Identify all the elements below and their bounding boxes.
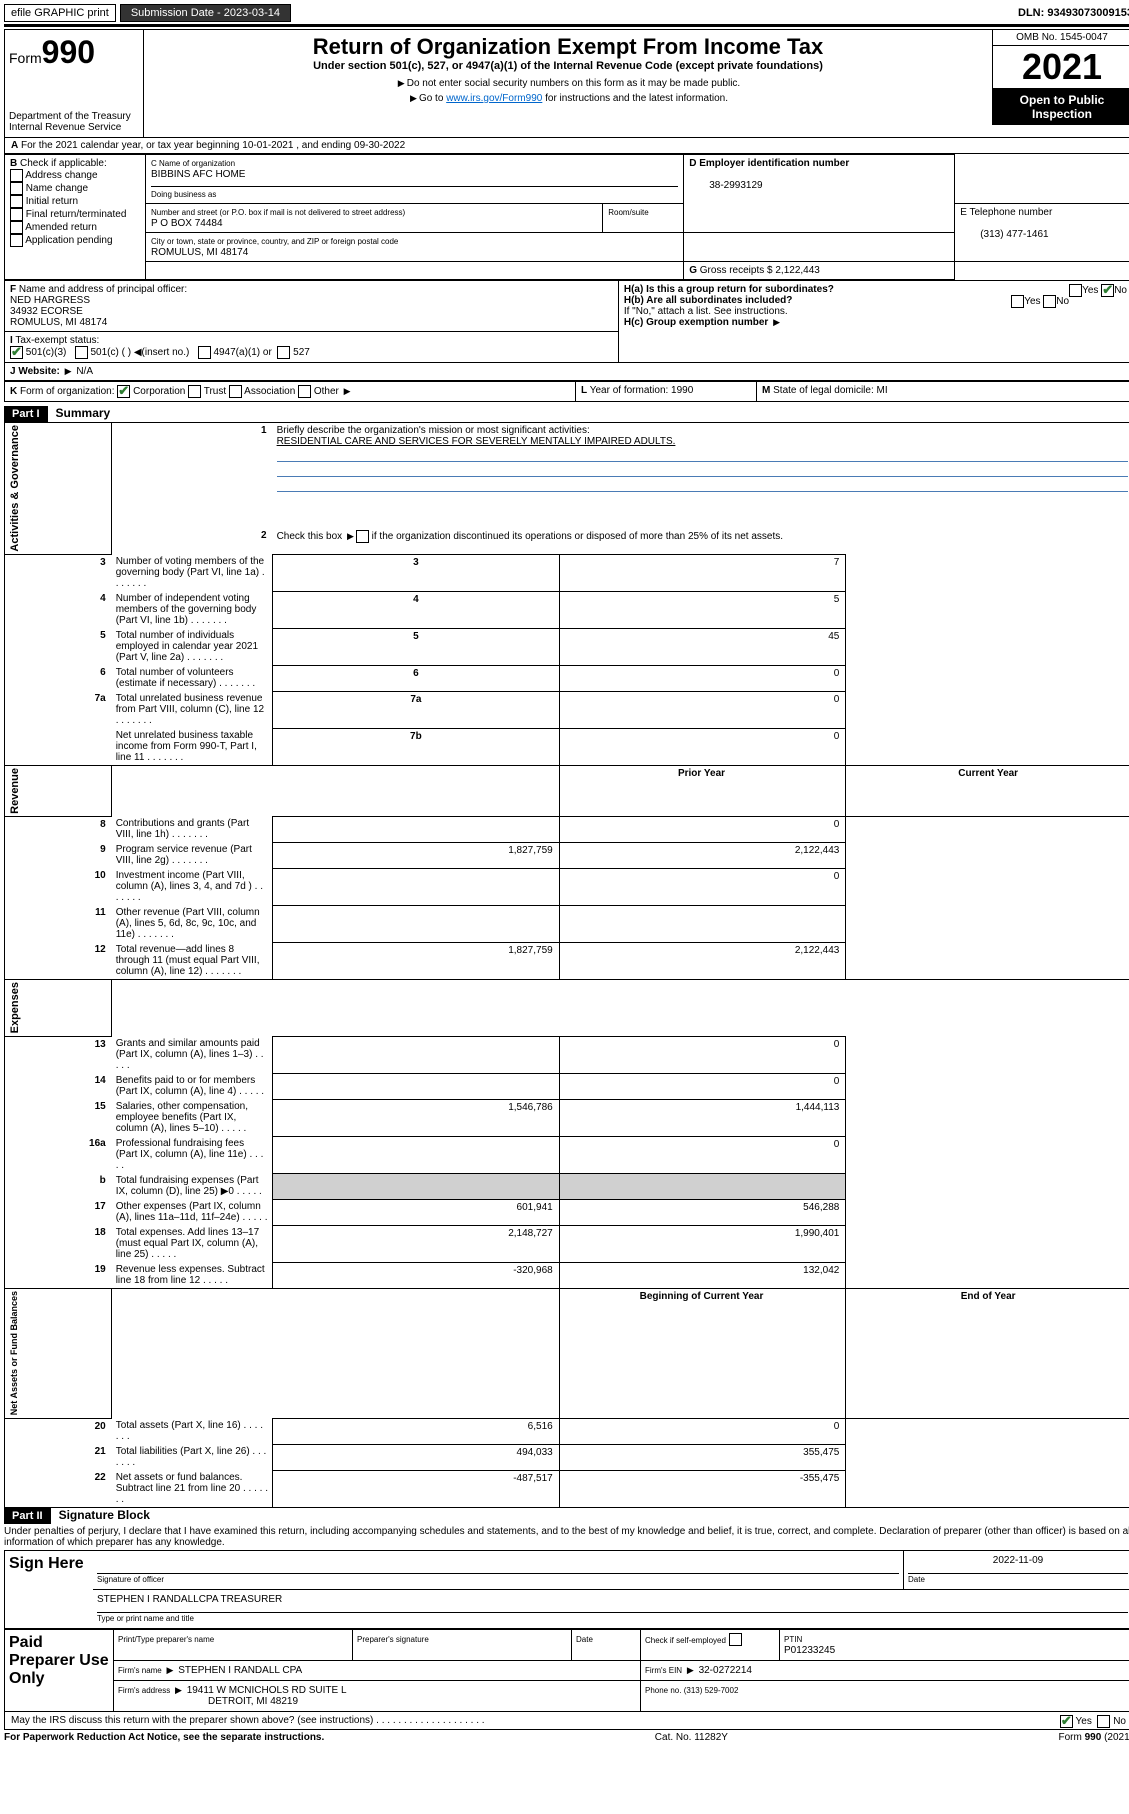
efile-btn[interactable]: efile GRAPHIC print: [4, 4, 116, 22]
irs-link[interactable]: www.irs.gov/Form990: [446, 93, 542, 104]
footer-mid: Cat. No. 11282Y: [655, 1732, 728, 1743]
submission-date: Submission Date - 2023-03-14: [120, 4, 291, 22]
open-public: Open to Public Inspection: [992, 89, 1129, 125]
org-name: BIBBINS AFC HOME: [151, 169, 245, 180]
penalty-statement: Under penalties of perjury, I declare th…: [4, 1524, 1129, 1550]
side-expenses: Expenses: [9, 982, 21, 1033]
irs: Internal Revenue Service: [9, 122, 139, 133]
form-header: Form990 Department of the Treasury Inter…: [4, 29, 1129, 138]
entity-info: B Check if applicable: Address change Na…: [4, 154, 1129, 280]
part2-header: Part II: [4, 1508, 51, 1524]
top-bar: efile GRAPHIC print Submission Date - 20…: [4, 4, 1129, 22]
side-revenue: Revenue: [9, 768, 21, 814]
omb-number: OMB No. 1545-0047: [992, 30, 1129, 46]
tax-year: 2021: [992, 46, 1129, 89]
side-netassets: Net Assets or Fund Balances: [9, 1291, 19, 1415]
part1-header: Part I: [4, 406, 48, 422]
ein: 38-2993129: [689, 180, 762, 191]
footer-right: Form 990 (2021): [1059, 1732, 1129, 1743]
form-title: Return of Organization Exempt From Incom…: [148, 34, 988, 60]
form-subtitle: Under section 501(c), 527, or 4947(a)(1)…: [148, 60, 988, 72]
side-governance: Activities & Governance: [9, 425, 21, 552]
footer-left: For Paperwork Reduction Act Notice, see …: [4, 1732, 324, 1743]
dln: DLN: 93493073009153: [1018, 7, 1129, 19]
phone: (313) 477-1461: [960, 229, 1048, 240]
dept-treasury: Department of the Treasury: [9, 111, 139, 122]
